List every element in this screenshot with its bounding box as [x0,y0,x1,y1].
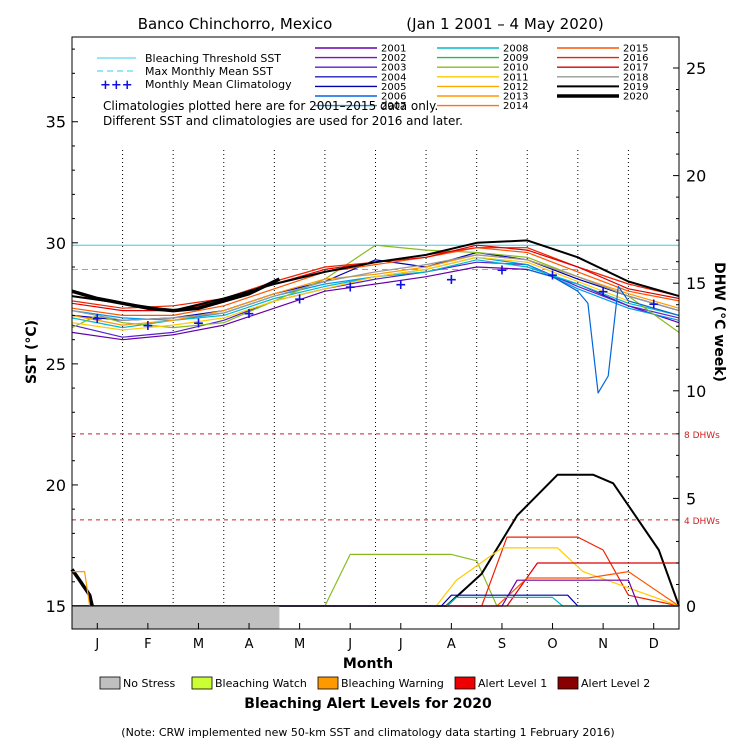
legend-year-2008: 2008 [503,44,528,55]
alert-legend-title: Bleaching Alert Levels for 2020 [244,696,492,712]
alert-swatch-alert-level-1 [454,676,476,690]
legend-year-2009: 2009 [503,53,528,64]
x-tick-label: M [193,637,204,652]
sst-line-2020 [71,277,281,313]
y-tick-label-right: 20 [686,167,706,186]
y-tick-label-left: 15 [46,597,66,616]
climatology-markers: + + + + + + + + + + + + [91,262,659,334]
climatology-marker: + [142,318,154,334]
climatology-marker: + [344,279,356,295]
legend-year-2012: 2012 [503,82,528,93]
legend-year-2013: 2013 [503,92,528,103]
y-tick-label-left: 30 [46,234,66,253]
y-tick-label-left: 25 [46,355,66,374]
x-tick-label: N [598,637,608,652]
y-tick-label-right: 25 [686,59,706,78]
legend-year-2010: 2010 [503,63,528,74]
month-gridlines [122,150,629,606]
sst-line-2003 [71,261,680,338]
x-tick-label: F [144,637,151,652]
legend-year-2006: 2006 [381,92,406,103]
alert-legend: No Stress Bleaching Watch Bleaching Warnin… [99,676,650,690]
dhw-reference-label: 4 DHWs [684,517,720,527]
climatology-marker: + [91,311,103,327]
legend-label-bleaching-threshold-sst: Bleaching Threshold SST [145,52,281,65]
x-tick-label: M [294,637,305,652]
dhw-line-2020 [70,568,94,607]
legend-year-2004: 2004 [381,72,406,83]
y-tick-label-left: 35 [46,113,66,132]
status-bar-segment-no-stress [72,606,280,629]
legend-year-2017: 2017 [623,63,648,74]
note-line-1: Climatologies plotted here are for 2001–… [103,99,438,113]
sst-line-2018 [71,254,680,321]
footnote: (Note: CRW implemented new 50-km SST and… [121,726,614,739]
dhw-reference-label: 8 DHWs [684,431,720,441]
x-tick-label: J [94,637,99,652]
climatology-marker: + [294,291,306,307]
sst-line-2011 [71,256,680,331]
y-axis-label-right: DHW (°C week) [711,262,727,382]
legend-label-monthly-mean-climatology: Monthly Mean Climatology [145,78,292,91]
x-tick-label: J [347,637,352,652]
legend-year-2014: 2014 [503,101,528,112]
status-bar [72,606,280,629]
legend-marker: +++ [100,78,133,93]
climatology-marker: + [597,284,609,300]
legend-year-2003: 2003 [381,63,406,74]
climatology-marker: + [193,316,205,332]
legend-year-2020: 2020 [623,92,648,103]
alert-label-bleaching-warning: Bleaching Warning [341,677,444,690]
dhw-line-2013 [72,570,91,607]
climatology-marker: + [496,262,508,278]
x-tick-label: D [649,637,659,652]
alert-label-no-stress: No Stress [123,677,176,690]
y-axis-label-left: SST (°C) [24,320,40,384]
sst-line-2015 [71,247,680,316]
legend-year-2019: 2019 [623,82,648,93]
climatology-marker: + [648,296,660,312]
chart-title: Banco Chinchorro, Mexico [138,15,333,33]
climatology-marker: + [395,277,407,293]
alert-swatch-alert-level-2 [557,676,579,690]
x-tick-label: A [447,637,456,652]
climatology-marker: + [446,272,458,288]
y-tick-label-left: 20 [46,476,66,495]
legend-year-2018: 2018 [623,72,648,83]
sst-line-2006 [527,268,680,394]
x-tick-label: J [398,637,403,652]
legend-year-2005: 2005 [381,82,406,93]
alert-label-bleaching-watch: Bleaching Watch [215,677,307,690]
alert-swatch-no-stress [99,676,121,690]
climatology-marker: + [243,306,255,322]
legend-label-max-monthly-mean-sst: Max Monthly Mean SST [145,65,273,78]
x-tick-label: A [245,637,254,652]
x-axis-label: Month [343,656,393,672]
legend-year-2007: 2007 [381,101,406,112]
y-tick-label-right: 15 [686,274,706,293]
alert-swatch-bleaching-watch [191,676,213,690]
alert-swatch-bleaching-warning [317,676,339,690]
alert-label-alert-level-1: Alert Level 1 [478,677,547,690]
legend-year-2001: 2001 [381,44,406,55]
note-line-2: Different SST and climatologies are used… [103,114,463,128]
x-tick-label: O [547,637,557,652]
climatology-marker: + [547,267,559,283]
legend-year-2015: 2015 [623,44,648,55]
y-tick-label-right: 5 [686,489,696,508]
legend-year-2002: 2002 [381,53,406,64]
y-tick-label-right: 0 [686,597,696,616]
alert-label-alert-level-2: Alert Level 2 [581,677,650,690]
legend-year-2016: 2016 [623,53,648,64]
y-tick-label-right: 10 [686,382,706,401]
x-tick-label: S [498,637,506,652]
axis-ticks: J F M A M J J A S O N D 15 20 25 30 35 0 5 10 15 20 25 [46,48,706,652]
legend-year-2011: 2011 [503,72,528,83]
plot-frame [71,36,680,630]
chart-date-range: (Jan 1 2001 – 4 May 2020) [406,15,603,33]
sst-series [71,239,680,394]
